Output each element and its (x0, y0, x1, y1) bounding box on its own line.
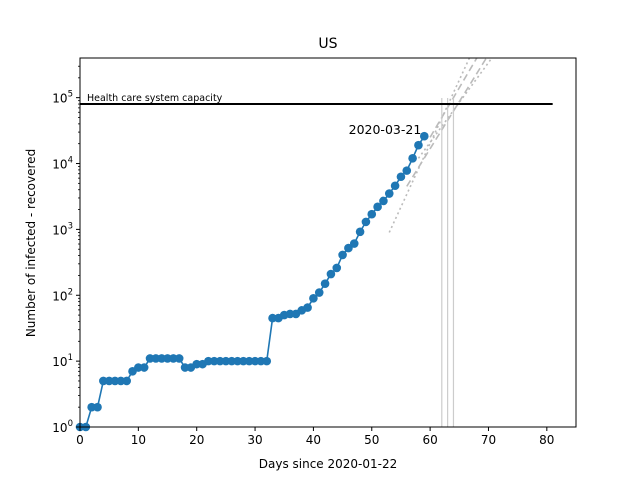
x-axis-label: Days since 2020-01-22 (259, 457, 398, 471)
x-tick-label: 10 (131, 433, 146, 447)
data-point (361, 217, 371, 227)
data-point (139, 363, 149, 372)
projection-line-4 (429, 58, 478, 138)
data-point (373, 202, 382, 212)
data-point (367, 209, 377, 219)
y-tick-label: 102 (52, 287, 73, 303)
data-point (326, 269, 336, 279)
vertical-markers (441, 98, 455, 427)
x-tick-label: 50 (364, 433, 379, 447)
chart-title: US (318, 36, 337, 52)
data-point (419, 131, 429, 141)
data-point (384, 189, 394, 198)
plot-frame (79, 57, 577, 428)
capacity-label: Health care system capacity (87, 93, 223, 104)
series-group (75, 131, 429, 432)
y-tick-label: 103 (52, 221, 73, 237)
data-point (390, 181, 400, 191)
x-tick-label: 0 (76, 433, 84, 447)
data-point (355, 227, 365, 237)
date-annotation: 2020-03-21 (349, 122, 422, 137)
y-tick-label: 100 (52, 419, 73, 435)
y-axis-ticks: 100 101 102 103 104 105 (52, 65, 80, 435)
y-axis-label: Number of infected - recovered (24, 149, 38, 337)
y-tick-label: 104 (52, 156, 73, 172)
data-point (332, 263, 342, 273)
data-point (344, 243, 353, 253)
data-point (396, 172, 406, 182)
x-tick-label: 80 (539, 433, 554, 447)
y-tick-label: 105 (52, 90, 73, 106)
axes-frame (79, 57, 577, 428)
data-point (303, 303, 312, 312)
data-point (402, 166, 412, 175)
x-tick-label: 30 (247, 433, 262, 447)
x-tick-label: 70 (481, 433, 496, 447)
data-point (408, 154, 417, 163)
data-point (379, 196, 388, 206)
data-point (93, 402, 102, 412)
y-tick-label: 101 (52, 353, 73, 369)
data-point (314, 288, 324, 297)
data-point (338, 250, 347, 260)
data-point (262, 356, 272, 366)
x-tick-label: 40 (306, 433, 321, 447)
x-tick-label: 20 (189, 433, 204, 447)
projection-line-3 (417, 58, 493, 159)
x-tick-label: 60 (422, 433, 437, 447)
data-point (174, 354, 184, 363)
data-point (122, 376, 131, 386)
x-axis-ticks: 0 10 20 30 40 50 60 70 80 (76, 427, 554, 447)
data-point (349, 239, 359, 248)
data-point (414, 140, 423, 150)
data-point (309, 293, 318, 303)
plot-area (80, 58, 576, 427)
data-point (320, 279, 330, 288)
